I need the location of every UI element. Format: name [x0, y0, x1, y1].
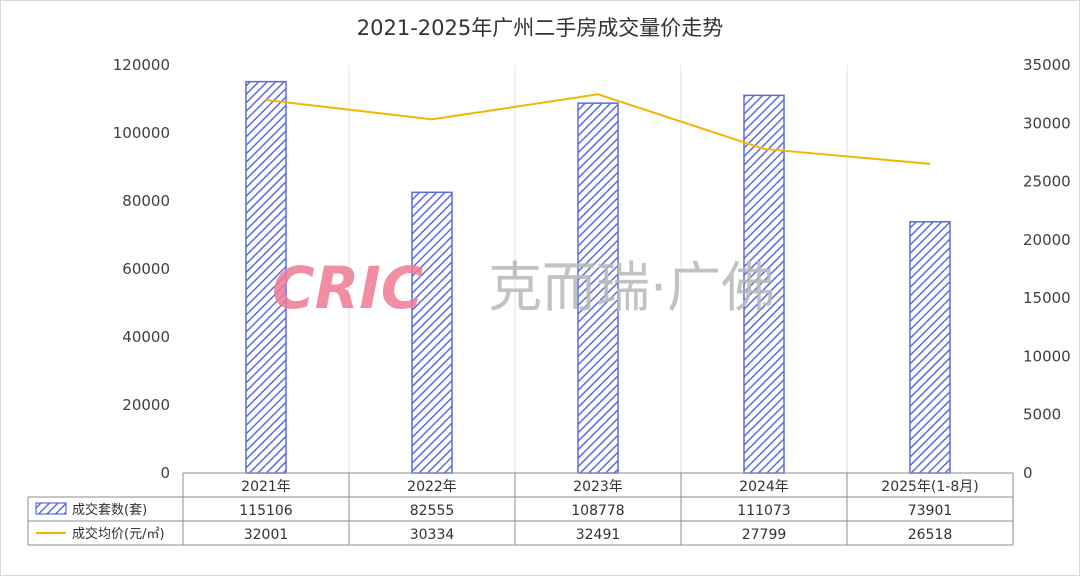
- right-tick-label: 20000: [1023, 231, 1071, 249]
- table-cell: 32001: [244, 527, 289, 543]
- left-tick-label: 80000: [122, 192, 170, 210]
- line-point: [597, 93, 599, 95]
- left-tick-label: 100000: [113, 124, 170, 142]
- right-tick-label: 5000: [1023, 406, 1061, 424]
- bar: [909, 220, 951, 474]
- table-cell: 115106: [239, 503, 293, 519]
- data-table: 2021年 2022年 2023年 2024年 2025年(1-8月) 成交套数(套) 成交…: [27, 472, 1014, 546]
- category-label: 2022年: [407, 479, 457, 495]
- right-y-axis: 0 5000 10000 15000 20000 25000 30000 35000: [1023, 56, 1071, 482]
- line-point: [929, 163, 931, 165]
- watermark: CRIC 克而瑞·广佛: [272, 254, 775, 322]
- line-point: [265, 99, 267, 101]
- left-tick-label: 20000: [122, 396, 170, 414]
- table-cell: 27799: [742, 527, 787, 543]
- category-label: 2023年: [573, 479, 623, 495]
- bar: [577, 102, 619, 474]
- right-tick-label: 30000: [1023, 114, 1071, 132]
- left-tick-label: 120000: [113, 56, 170, 74]
- table-cell: 111073: [737, 503, 790, 519]
- category-label: 2025年(1-8月): [881, 479, 978, 495]
- watermark-brand: CRIC: [272, 254, 423, 322]
- gridlines: [348, 65, 848, 473]
- table-cell: 82555: [410, 503, 455, 519]
- legend-label: 成交均价(元/㎡): [72, 526, 165, 542]
- left-tick-label: 0: [160, 464, 170, 482]
- table-cell: 30334: [410, 527, 455, 543]
- left-tick-label: 60000: [122, 260, 170, 278]
- bar: [743, 94, 785, 474]
- category-label: 2024年: [739, 479, 789, 495]
- right-tick-label: 10000: [1023, 347, 1071, 365]
- chart-title: 2021-2025年广州二手房成交量价走势: [357, 16, 723, 40]
- watermark-text: 克而瑞·广佛: [488, 256, 775, 319]
- line-series: [265, 93, 931, 165]
- left-tick-label: 40000: [122, 328, 170, 346]
- line-point: [431, 118, 433, 120]
- left-y-axis: 0 20000 40000 60000 80000 100000 120000: [113, 56, 170, 482]
- bar: [411, 191, 453, 474]
- legend-label: 成交套数(套): [72, 502, 147, 518]
- right-tick-label: 25000: [1023, 173, 1071, 191]
- table-cell: 108778: [571, 503, 624, 519]
- right-tick-label: 15000: [1023, 289, 1071, 307]
- line-point: [763, 148, 765, 150]
- table-cell: 32491: [576, 527, 621, 543]
- table-cell: 26518: [908, 527, 953, 543]
- legend-swatch-bars: [35, 502, 67, 515]
- category-label: 2021年: [241, 479, 291, 495]
- table-cell: 73901: [908, 503, 953, 519]
- right-tick-label: 0: [1023, 464, 1033, 482]
- right-tick-label: 35000: [1023, 56, 1071, 74]
